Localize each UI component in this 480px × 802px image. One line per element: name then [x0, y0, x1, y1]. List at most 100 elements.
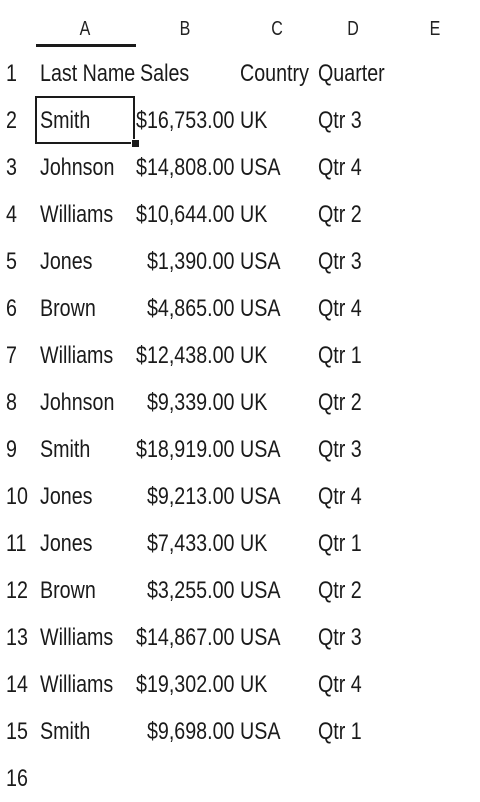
active-cell-selection[interactable]	[35, 96, 135, 144]
cell-quarter[interactable]: Qtr 3	[318, 624, 362, 651]
cell-header-sales[interactable]: Sales	[140, 60, 190, 87]
cell-sales[interactable]: $3,255.00	[146, 577, 235, 604]
table-row: 13 Williams $14,867.00 USA Qtr 3	[0, 614, 480, 661]
cell-header-quarter[interactable]: Quarter	[318, 60, 385, 87]
column-header-e[interactable]: E	[429, 18, 441, 40]
cell-last-name[interactable]: Smith	[40, 718, 91, 745]
cell-sales[interactable]: $18,919.00	[135, 436, 235, 463]
cell-country[interactable]: USA	[240, 295, 281, 322]
cell-last-name[interactable]: Brown	[40, 295, 96, 322]
table-row: 6 Brown $4,865.00 USA Qtr 4	[0, 285, 480, 332]
cell-last-name[interactable]: Williams	[40, 671, 114, 698]
cell-quarter[interactable]: Qtr 1	[318, 718, 362, 745]
cell-sales[interactable]: $10,644.00	[135, 201, 235, 228]
column-header-a[interactable]: A	[79, 18, 91, 40]
row-number[interactable]: 16	[6, 765, 28, 792]
table-row: 12 Brown $3,255.00 USA Qtr 2	[0, 567, 480, 614]
table-row: 7 Williams $12,438.00 UK Qtr 1	[0, 332, 480, 379]
table-row: 4 Williams $10,644.00 UK Qtr 2	[0, 191, 480, 238]
row-number[interactable]: 7	[6, 342, 17, 369]
cell-last-name[interactable]: Williams	[40, 624, 114, 651]
cell-country[interactable]: USA	[240, 718, 281, 745]
cell-quarter[interactable]: Qtr 1	[318, 530, 362, 557]
cell-sales[interactable]: $14,867.00	[135, 624, 235, 651]
cell-last-name[interactable]: Brown	[40, 577, 96, 604]
cell-country[interactable]: UK	[240, 671, 268, 698]
table-row: 10 Jones $9,213.00 USA Qtr 4	[0, 473, 480, 520]
cell-sales[interactable]: $7,433.00	[146, 530, 235, 557]
row-number[interactable]: 9	[6, 436, 17, 463]
cell-country[interactable]: USA	[240, 248, 281, 275]
cell-quarter[interactable]: Qtr 4	[318, 154, 362, 181]
cell-quarter[interactable]: Qtr 4	[318, 295, 362, 322]
cell-sales[interactable]: $9,698.00	[146, 718, 235, 745]
cell-country[interactable]: USA	[240, 577, 281, 604]
cell-quarter[interactable]: Qtr 3	[318, 248, 362, 275]
cell-quarter[interactable]: Qtr 2	[318, 201, 362, 228]
selected-column-indicator	[36, 44, 136, 47]
table-header-row: 1 Last Name Sales Country Quarter	[0, 50, 480, 97]
cell-sales[interactable]: $1,390.00	[146, 248, 235, 275]
cell-country[interactable]: UK	[240, 107, 268, 134]
row-number[interactable]: 2	[6, 107, 17, 134]
cell-country[interactable]: USA	[240, 483, 281, 510]
row-number[interactable]: 15	[6, 718, 28, 745]
cell-quarter[interactable]: Qtr 1	[318, 342, 362, 369]
cell-quarter[interactable]: Qtr 4	[318, 671, 362, 698]
cell-sales[interactable]: $9,213.00	[146, 483, 235, 510]
cell-last-name[interactable]: Williams	[40, 201, 114, 228]
cell-quarter[interactable]: Qtr 2	[318, 389, 362, 416]
cell-last-name[interactable]: Smith	[40, 436, 91, 463]
row-number[interactable]: 8	[6, 389, 17, 416]
cell-last-name[interactable]: Williams	[40, 342, 114, 369]
cell-country[interactable]: USA	[240, 436, 281, 463]
row-number[interactable]: 1	[6, 60, 17, 87]
column-header-d[interactable]: D	[347, 18, 359, 40]
cell-header-country[interactable]: Country	[240, 60, 309, 87]
column-header-b[interactable]: B	[179, 18, 191, 40]
row-number[interactable]: 5	[6, 248, 17, 275]
cell-country[interactable]: USA	[240, 154, 281, 181]
cell-country[interactable]: UK	[240, 342, 268, 369]
cell-last-name[interactable]: Smith	[40, 107, 91, 134]
cell-quarter[interactable]: Qtr 4	[318, 483, 362, 510]
cell-last-name[interactable]: Johnson	[40, 154, 115, 181]
table-row: 11 Jones $7,433.00 UK Qtr 1	[0, 520, 480, 567]
cell-sales[interactable]: $9,339.00	[146, 389, 235, 416]
table-row: 15 Smith $9,698.00 USA Qtr 1	[0, 708, 480, 755]
cell-sales[interactable]: $14,808.00	[135, 154, 235, 181]
table-row: 14 Williams $19,302.00 UK Qtr 4	[0, 661, 480, 708]
row-number[interactable]: 12	[6, 577, 28, 604]
cell-quarter[interactable]: Qtr 2	[318, 577, 362, 604]
cell-quarter[interactable]: Qtr 3	[318, 436, 362, 463]
row-number[interactable]: 11	[6, 530, 27, 557]
cell-quarter[interactable]: Qtr 3	[318, 107, 362, 134]
cell-header-last-name[interactable]: Last Name	[40, 60, 136, 87]
row-number[interactable]: 3	[6, 154, 17, 181]
cell-country[interactable]: USA	[240, 624, 281, 651]
fill-handle[interactable]	[131, 139, 140, 148]
table-row: 9 Smith $18,919.00 USA Qtr 3	[0, 426, 480, 473]
cell-sales[interactable]: $19,302.00	[135, 671, 235, 698]
row-number[interactable]: 14	[6, 671, 28, 698]
cell-sales[interactable]: $12,438.00	[135, 342, 235, 369]
table-row: 16	[0, 755, 480, 802]
table-row: 8 Johnson $9,339.00 UK Qtr 2	[0, 379, 480, 426]
cell-last-name[interactable]: Jones	[40, 248, 93, 275]
cell-sales[interactable]: $16,753.00	[135, 107, 235, 134]
column-header-c[interactable]: C	[271, 18, 283, 40]
cell-last-name[interactable]: Jones	[40, 530, 93, 557]
cell-last-name[interactable]: Johnson	[40, 389, 115, 416]
cell-country[interactable]: UK	[240, 201, 268, 228]
cell-country[interactable]: UK	[240, 389, 268, 416]
cell-sales[interactable]: $4,865.00	[146, 295, 235, 322]
row-number[interactable]: 4	[6, 201, 17, 228]
cell-last-name[interactable]: Jones	[40, 483, 93, 510]
row-number[interactable]: 10	[6, 483, 28, 510]
row-number[interactable]: 6	[6, 295, 17, 322]
table-row: 5 Jones $1,390.00 USA Qtr 3	[0, 238, 480, 285]
row-number[interactable]: 13	[6, 624, 28, 651]
table-row: 3 Johnson $14,808.00 USA Qtr 4	[0, 144, 480, 191]
cell-country[interactable]: UK	[240, 530, 268, 557]
